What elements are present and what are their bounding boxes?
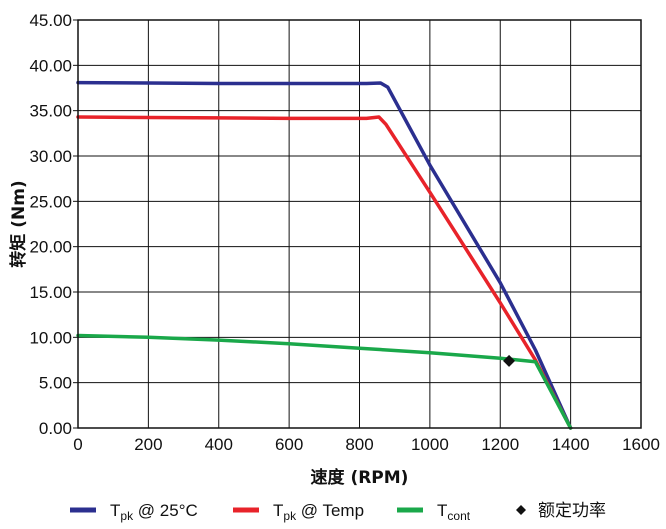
series-line-1 bbox=[76, 115, 573, 430]
grid bbox=[73, 19, 642, 429]
x-tick-labels: 0 200 400 600 800 1000 1200 1400 1600 bbox=[73, 435, 660, 454]
x-tick-label: 600 bbox=[275, 435, 303, 454]
y-tick-label: 15.00 bbox=[29, 283, 72, 302]
x-tick-label: 200 bbox=[134, 435, 162, 454]
series-line-0 bbox=[76, 80, 573, 430]
legend: Tpk @ 25°C Tpk @ Temp Tcont 额定功率 bbox=[70, 501, 606, 523]
x-tick-label: 800 bbox=[345, 435, 373, 454]
legend-marker-label: 额定功率 bbox=[538, 501, 606, 520]
y-tick-label: 20.00 bbox=[29, 238, 72, 257]
y-axis-title: 转矩 (Nm) bbox=[8, 180, 29, 267]
series-line-2 bbox=[76, 333, 573, 430]
x-axis-title: 速度 (RPM) bbox=[311, 467, 409, 488]
y-tick-label: 5.00 bbox=[39, 374, 72, 393]
legend-label-1: Tpk @ Temp bbox=[273, 501, 364, 523]
y-tick-label: 40.00 bbox=[29, 56, 72, 75]
x-tick-label: 1200 bbox=[481, 435, 519, 454]
x-tick-label: 1600 bbox=[622, 435, 660, 454]
y-tick-label: 0.00 bbox=[39, 419, 72, 438]
y-tick-label: 30.00 bbox=[29, 147, 72, 166]
legend-label-2: Tcont bbox=[437, 501, 471, 523]
legend-label-0: Tpk @ 25°C bbox=[110, 501, 198, 523]
y-tick-label: 10.00 bbox=[29, 328, 72, 347]
x-tick-label: 400 bbox=[205, 435, 233, 454]
series-layer bbox=[76, 80, 573, 430]
x-tick-label: 1000 bbox=[411, 435, 449, 454]
marker-layer bbox=[503, 354, 516, 367]
y-tick-label: 35.00 bbox=[29, 102, 72, 121]
plot-border bbox=[77, 19, 642, 429]
y-tick-labels: 0.00 5.00 10.00 15.00 20.00 25.00 30.00 35.00 40… bbox=[29, 11, 72, 438]
y-tick-label: 25.00 bbox=[29, 192, 72, 211]
x-tick-label: 0 bbox=[73, 435, 82, 454]
x-tick-label: 1400 bbox=[552, 435, 590, 454]
y-tick-label: 45.00 bbox=[29, 11, 72, 30]
legend-marker-swatch bbox=[516, 505, 526, 515]
rated-power-marker bbox=[503, 354, 516, 367]
